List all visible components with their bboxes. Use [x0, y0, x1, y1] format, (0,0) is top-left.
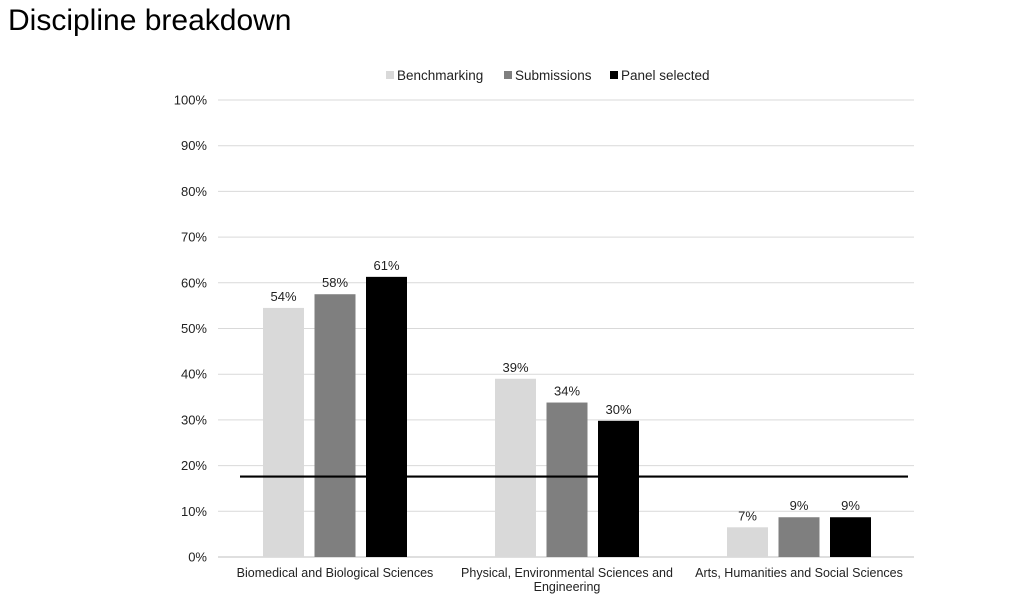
bar	[314, 294, 356, 557]
legend-swatch	[386, 71, 394, 79]
data-label: 7%	[738, 508, 757, 523]
data-label: 54%	[270, 289, 296, 304]
legend-swatch	[610, 71, 618, 79]
data-label: 9%	[841, 498, 860, 513]
bar	[598, 420, 639, 557]
y-tick-label: 70%	[181, 230, 207, 245]
y-tick-label: 60%	[181, 275, 207, 290]
legend-swatch	[504, 71, 512, 79]
bar	[263, 307, 304, 557]
y-tick-label: 10%	[181, 504, 207, 519]
y-tick-label: 30%	[181, 412, 207, 427]
bar	[366, 276, 407, 557]
y-tick-label: 50%	[181, 321, 207, 336]
category-label: Arts, Humanities and Social Sciences	[695, 566, 903, 580]
y-tick-label: 80%	[181, 184, 207, 199]
category-label: Engineering	[534, 580, 601, 594]
category-label: Physical, Environmental Sciences and	[461, 566, 673, 580]
y-tick-label: 100%	[174, 93, 208, 108]
data-label: 39%	[502, 360, 528, 375]
bar	[830, 517, 871, 557]
legend-entry: Submissions	[515, 68, 592, 83]
y-tick-label: 20%	[181, 458, 207, 473]
data-label: 34%	[554, 384, 580, 399]
legend-entry: Benchmarking	[397, 68, 483, 83]
page-title: Discipline breakdown	[8, 4, 292, 37]
y-tick-label: 40%	[181, 367, 207, 382]
category-label: Biomedical and Biological Sciences	[237, 566, 434, 580]
data-label: 9%	[790, 498, 809, 513]
data-label: 61%	[373, 258, 399, 273]
bar	[495, 378, 536, 557]
y-tick-label: 90%	[181, 138, 207, 153]
data-label: 30%	[605, 402, 631, 417]
bar	[546, 402, 588, 557]
legend-entry: Panel selected	[621, 68, 710, 83]
y-tick-label: 0%	[188, 550, 207, 565]
bar	[727, 527, 768, 557]
data-label: 58%	[322, 275, 348, 290]
bar	[778, 517, 820, 557]
